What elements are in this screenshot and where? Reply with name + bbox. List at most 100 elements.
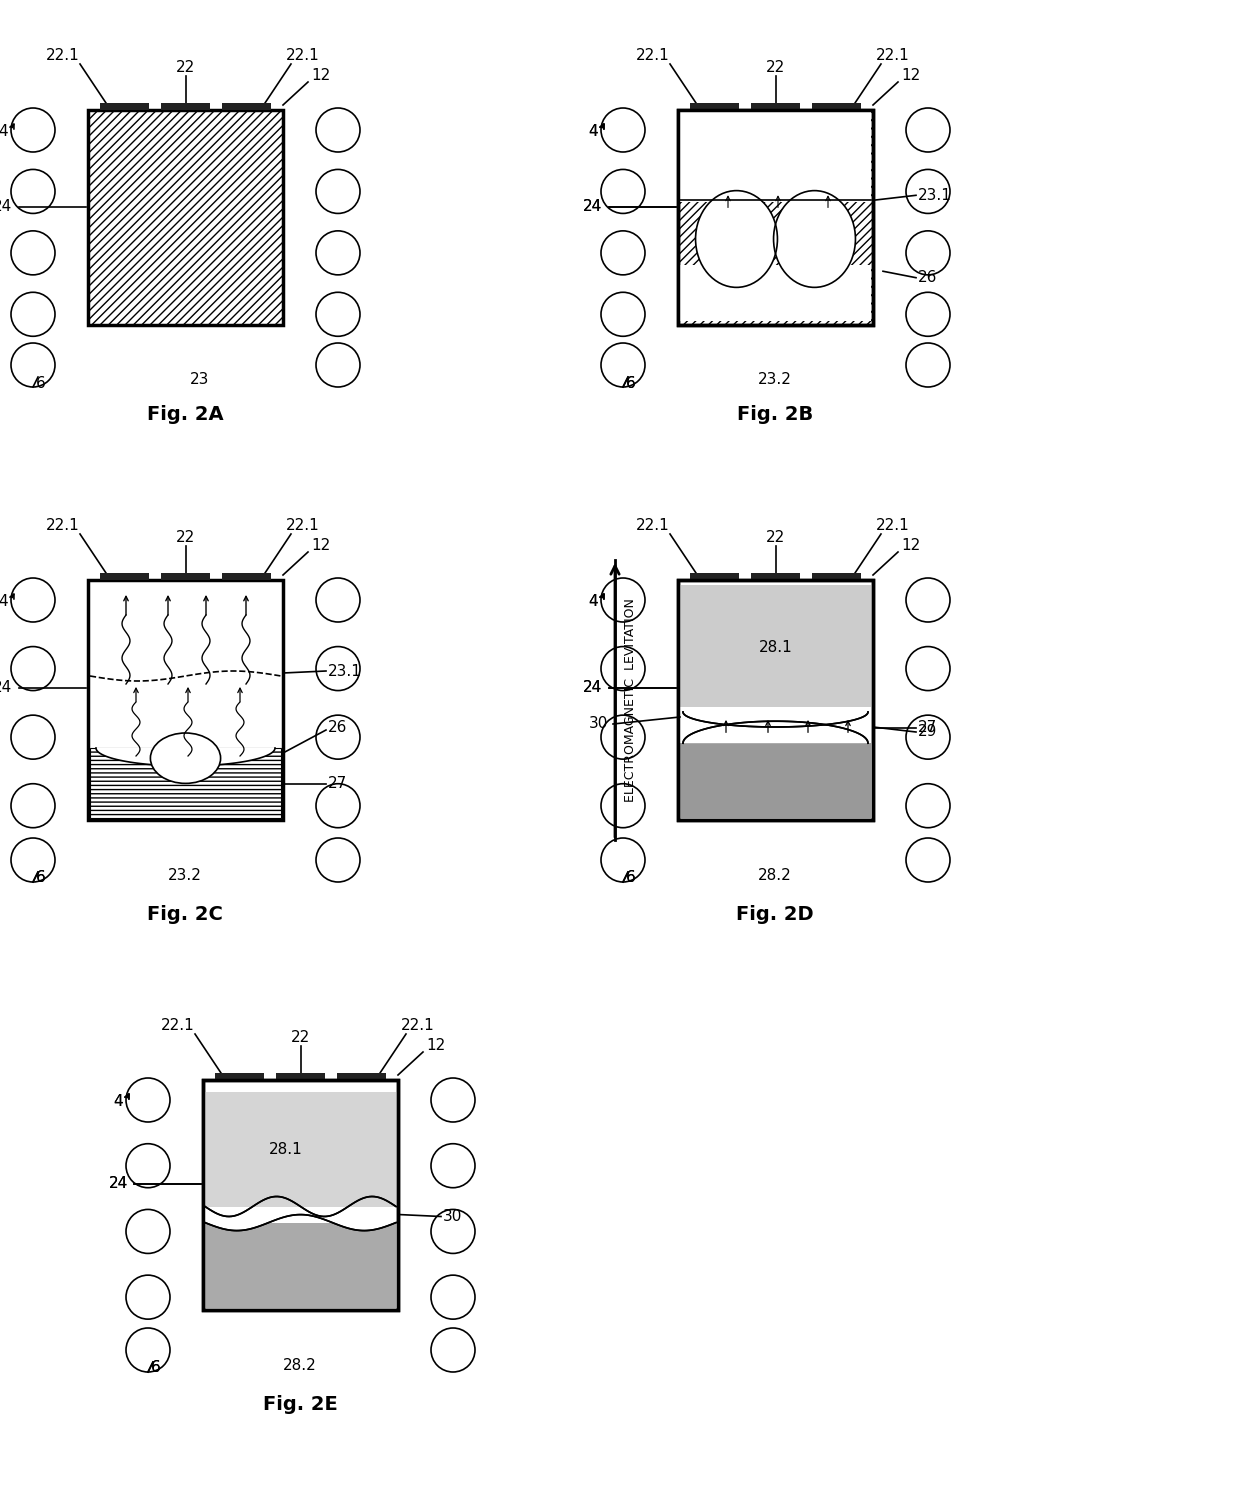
- Text: 6: 6: [36, 870, 46, 885]
- Bar: [205, 1222, 396, 1308]
- Bar: [812, 104, 861, 110]
- Text: 4: 4: [113, 1095, 123, 1110]
- Bar: [203, 1080, 398, 1310]
- Circle shape: [316, 292, 360, 336]
- Ellipse shape: [696, 190, 777, 288]
- Text: 12: 12: [311, 68, 331, 82]
- Text: Fig. 2C: Fig. 2C: [148, 906, 223, 924]
- Text: 12: 12: [901, 68, 920, 82]
- Bar: [689, 104, 739, 110]
- Text: 22.1: 22.1: [46, 518, 79, 532]
- Circle shape: [126, 1143, 170, 1188]
- Bar: [678, 110, 873, 326]
- Text: 29: 29: [918, 724, 937, 740]
- Bar: [678, 580, 873, 820]
- Text: 24: 24: [583, 681, 603, 696]
- Bar: [680, 585, 870, 712]
- Bar: [88, 110, 283, 326]
- Circle shape: [432, 1275, 475, 1318]
- Circle shape: [432, 1328, 475, 1372]
- Bar: [751, 573, 800, 580]
- Circle shape: [316, 170, 360, 213]
- Bar: [100, 573, 149, 580]
- Text: 22.1: 22.1: [161, 1017, 195, 1032]
- Text: Fig. 2A: Fig. 2A: [146, 405, 223, 424]
- Bar: [203, 1080, 398, 1310]
- Circle shape: [906, 344, 950, 387]
- Circle shape: [316, 783, 360, 828]
- Bar: [100, 104, 149, 110]
- Bar: [812, 104, 861, 110]
- Bar: [205, 1092, 396, 1206]
- Text: 6: 6: [36, 870, 46, 885]
- Bar: [689, 104, 739, 110]
- Circle shape: [11, 231, 55, 274]
- Text: 22: 22: [766, 60, 785, 75]
- Text: 27: 27: [918, 720, 937, 735]
- Text: 24: 24: [583, 200, 603, 214]
- Circle shape: [316, 839, 360, 882]
- Text: 26: 26: [329, 720, 347, 735]
- Text: 4: 4: [588, 124, 598, 140]
- Text: 28.2: 28.2: [283, 1358, 317, 1372]
- Bar: [161, 104, 210, 110]
- Text: 22.1: 22.1: [46, 48, 79, 63]
- Text: 22.1: 22.1: [401, 1017, 435, 1032]
- Circle shape: [11, 578, 55, 622]
- Circle shape: [601, 170, 645, 213]
- Circle shape: [126, 1328, 170, 1372]
- Text: 24: 24: [583, 681, 603, 696]
- Circle shape: [906, 783, 950, 828]
- Bar: [215, 1072, 264, 1080]
- Text: 22.1: 22.1: [286, 48, 320, 63]
- Text: 24: 24: [108, 1176, 128, 1191]
- Text: 22: 22: [176, 60, 195, 75]
- Circle shape: [11, 170, 55, 213]
- Circle shape: [11, 839, 55, 882]
- Text: 6: 6: [36, 375, 46, 390]
- Bar: [812, 573, 861, 580]
- Circle shape: [316, 716, 360, 759]
- Text: 23.2: 23.2: [169, 867, 202, 882]
- Bar: [680, 266, 870, 321]
- Circle shape: [432, 1209, 475, 1254]
- Circle shape: [316, 646, 360, 690]
- Text: 6: 6: [151, 1360, 161, 1376]
- Text: 30: 30: [443, 1209, 463, 1224]
- Circle shape: [906, 716, 950, 759]
- Text: 26: 26: [918, 270, 937, 285]
- Text: 22.1: 22.1: [636, 518, 670, 532]
- Text: 4: 4: [588, 594, 598, 609]
- Circle shape: [316, 108, 360, 152]
- Text: Fig. 2B: Fig. 2B: [737, 405, 813, 424]
- Circle shape: [601, 783, 645, 828]
- Text: 12: 12: [311, 537, 331, 552]
- Text: 22.1: 22.1: [636, 48, 670, 63]
- Circle shape: [601, 716, 645, 759]
- Bar: [680, 742, 870, 818]
- Circle shape: [11, 344, 55, 387]
- Circle shape: [601, 108, 645, 152]
- Text: 6: 6: [626, 375, 636, 390]
- Circle shape: [11, 292, 55, 336]
- Circle shape: [432, 1143, 475, 1188]
- Text: Fig. 2D: Fig. 2D: [737, 906, 813, 924]
- Text: 23.1: 23.1: [918, 188, 952, 202]
- Text: 30: 30: [588, 717, 608, 732]
- Text: 4: 4: [0, 124, 7, 140]
- Circle shape: [906, 231, 950, 274]
- Text: 4: 4: [588, 594, 598, 609]
- Text: 22.1: 22.1: [286, 518, 320, 532]
- Text: 23: 23: [190, 372, 210, 387]
- Circle shape: [601, 839, 645, 882]
- Text: 28.1: 28.1: [759, 639, 792, 654]
- Text: ELECTROMAGNETIC  LEVITATION: ELECTROMAGNETIC LEVITATION: [625, 598, 637, 802]
- Text: 6: 6: [626, 870, 636, 885]
- Ellipse shape: [150, 734, 221, 783]
- Circle shape: [11, 716, 55, 759]
- Text: 4: 4: [0, 594, 7, 609]
- Bar: [751, 104, 800, 110]
- Circle shape: [906, 646, 950, 690]
- Text: 24: 24: [0, 681, 12, 696]
- Text: 4: 4: [113, 1095, 123, 1110]
